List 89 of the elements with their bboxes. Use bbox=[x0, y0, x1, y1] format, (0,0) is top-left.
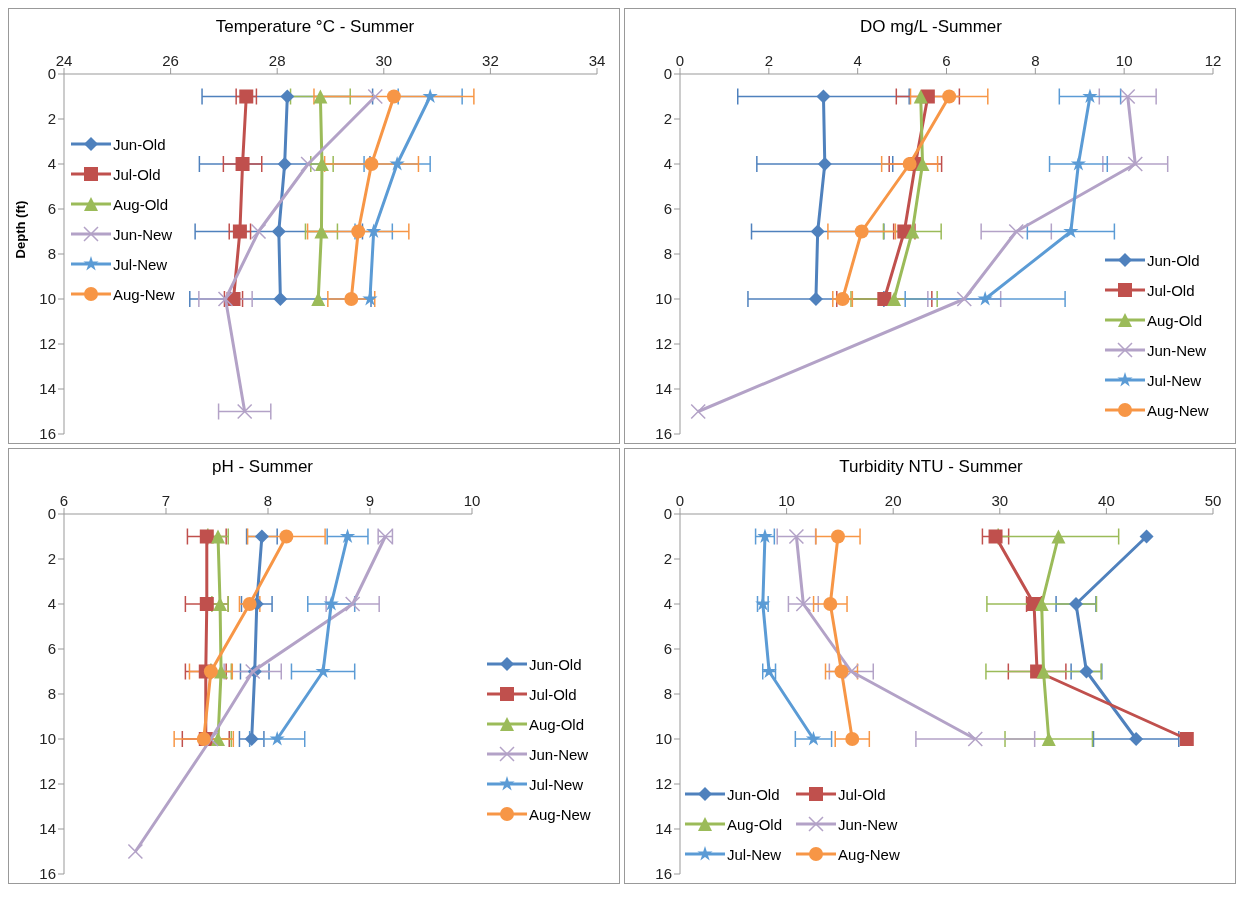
x-tick-label: 10 bbox=[463, 492, 481, 509]
x-tick-label: 6 bbox=[942, 52, 951, 69]
x-tick-label: 30 bbox=[991, 492, 1009, 509]
chart-title: Temperature °C - Summer bbox=[214, 17, 416, 37]
legend-label: Jul-Old bbox=[113, 165, 161, 183]
y-tick-label: 6 bbox=[663, 200, 672, 218]
legend-label: Aug-New bbox=[113, 285, 175, 303]
x-tick-label: 24 bbox=[55, 52, 73, 69]
chart-title: pH - Summer bbox=[210, 457, 315, 477]
x-tick-label: 40 bbox=[1098, 492, 1115, 509]
x-tick-label: 12 bbox=[1204, 52, 1222, 69]
legend-label: Aug-Old bbox=[1147, 311, 1203, 329]
legend-label: Jun-New bbox=[529, 745, 589, 763]
y-tick-label: 4 bbox=[47, 155, 56, 173]
y-tick-label: 12 bbox=[655, 775, 672, 793]
y-tick-label: 16 bbox=[655, 865, 672, 883]
y-tick-label: 10 bbox=[655, 730, 672, 748]
x-tick-label: 8 bbox=[263, 492, 273, 509]
legend-label: Jun-New bbox=[1147, 341, 1207, 359]
x-tick-label: 28 bbox=[268, 52, 286, 69]
x-tick-label: 0 bbox=[675, 492, 685, 509]
x-tick-label: 20 bbox=[884, 492, 902, 509]
y-tick-label: 16 bbox=[39, 425, 56, 443]
chart-title: DO mg/L -Summer bbox=[859, 17, 1003, 37]
y-tick-label: 0 bbox=[663, 65, 672, 83]
x-tick-label: 50 bbox=[1204, 492, 1222, 509]
legend-label: Jul-New bbox=[727, 845, 782, 863]
y-tick-label: 14 bbox=[39, 380, 56, 398]
y-tick-label: 2 bbox=[47, 110, 56, 128]
x-tick-label: 10 bbox=[778, 492, 795, 509]
y-tick-label: 0 bbox=[663, 505, 672, 523]
y-tick-label: 10 bbox=[655, 290, 672, 308]
y-tick-label: 0 bbox=[47, 505, 56, 523]
y-tick-label: 2 bbox=[663, 110, 672, 128]
legend-label: Jun-Old bbox=[529, 655, 582, 673]
y-tick-label: 12 bbox=[655, 335, 672, 353]
legend-label: Aug-Old bbox=[727, 815, 783, 833]
legend-label: Jun-Old bbox=[113, 135, 166, 153]
y-tick-label: 14 bbox=[655, 380, 672, 398]
y-tick-label: 6 bbox=[47, 640, 56, 658]
legend-label: Aug-Old bbox=[113, 195, 169, 213]
y-tick-label: 10 bbox=[39, 730, 56, 748]
y-tick-label: 0 bbox=[47, 65, 56, 83]
x-tick-label: 8 bbox=[1031, 52, 1040, 69]
y-tick-label: 12 bbox=[39, 775, 56, 793]
y-tick-label: 4 bbox=[663, 595, 672, 613]
x-tick-label: 26 bbox=[162, 52, 179, 69]
y-tick-label: 14 bbox=[39, 820, 56, 838]
y-tick-label: 8 bbox=[47, 685, 56, 703]
y-tick-label: 6 bbox=[47, 200, 56, 218]
y-tick-label: 6 bbox=[663, 640, 672, 658]
y-tick-label: 2 bbox=[47, 550, 56, 568]
y-tick-label: 10 bbox=[39, 290, 56, 308]
y-tick-label: 16 bbox=[39, 865, 56, 883]
y-tick-label: 8 bbox=[47, 245, 56, 263]
x-tick-label: 7 bbox=[161, 492, 171, 509]
legend-label: Jun-New bbox=[838, 815, 898, 833]
y-tick-label: 12 bbox=[39, 335, 56, 353]
y-tick-label: 14 bbox=[655, 820, 672, 838]
y-axis-title: Depth (ft) bbox=[13, 200, 29, 258]
legend-label: Jul-New bbox=[1147, 371, 1202, 389]
x-tick-label: 6 bbox=[59, 492, 69, 509]
legend-label: Aug-New bbox=[529, 805, 591, 823]
y-tick-label: 4 bbox=[47, 595, 56, 613]
x-tick-label: 2 bbox=[764, 52, 774, 69]
legend-label: Aug-Old bbox=[529, 715, 585, 733]
legend-label: Jul-New bbox=[113, 255, 168, 273]
legend-label: Jul-New bbox=[529, 775, 584, 793]
y-tick-label: 2 bbox=[663, 550, 672, 568]
x-tick-label: 30 bbox=[375, 52, 393, 69]
legend-label: Jun-Old bbox=[727, 785, 780, 803]
y-tick-label: 4 bbox=[663, 155, 672, 173]
legend-label: Jun-Old bbox=[1147, 251, 1200, 269]
x-tick-label: 32 bbox=[482, 52, 499, 69]
legend-label: Aug-New bbox=[1147, 401, 1209, 419]
chart-title: Turbidity NTU - Summer bbox=[838, 457, 1024, 477]
legend-label: Jul-Old bbox=[838, 785, 886, 803]
legend-label: Jul-Old bbox=[1147, 281, 1195, 299]
y-tick-label: 8 bbox=[663, 245, 672, 263]
legend-label: Jun-New bbox=[113, 225, 173, 243]
x-tick-label: 0 bbox=[675, 52, 685, 69]
x-tick-label: 4 bbox=[853, 52, 862, 69]
x-tick-label: 9 bbox=[365, 492, 375, 509]
y-tick-label: 8 bbox=[663, 685, 672, 703]
legend-label: Aug-New bbox=[838, 845, 900, 863]
x-tick-label: 34 bbox=[588, 52, 606, 69]
legend-label: Jul-Old bbox=[529, 685, 577, 703]
y-tick-label: 16 bbox=[655, 425, 672, 443]
x-tick-label: 10 bbox=[1115, 52, 1133, 69]
